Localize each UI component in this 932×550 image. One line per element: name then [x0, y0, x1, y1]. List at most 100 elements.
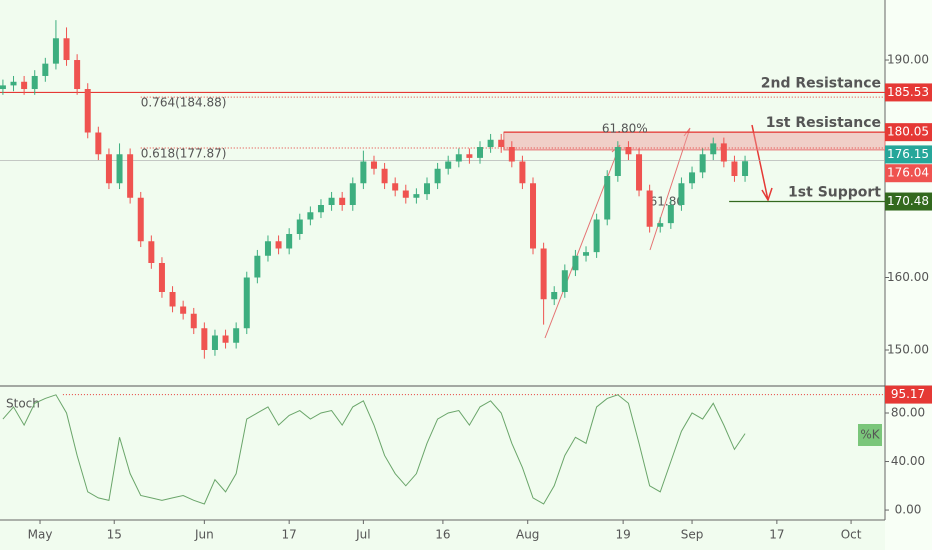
candle-body — [286, 234, 293, 249]
candle-body — [667, 205, 674, 224]
candle-body — [720, 143, 727, 162]
y-tick-label: 160.00 — [887, 270, 929, 284]
candle-body — [381, 168, 388, 184]
candle-body — [646, 190, 653, 227]
annotation: 61.80 — [650, 195, 684, 209]
candle-body — [731, 161, 738, 177]
stoch-level-tag — [885, 385, 932, 404]
candle-body — [233, 328, 240, 343]
candle-body — [211, 335, 218, 350]
candle-body — [498, 139, 505, 148]
candle-body — [678, 183, 685, 206]
x-tick-label: 17 — [769, 528, 784, 542]
candle-body — [710, 143, 717, 155]
candle-body — [604, 176, 611, 220]
candle-body — [116, 154, 123, 184]
x-tick-label: Oct — [841, 528, 862, 542]
x-tick-label: 17 — [282, 528, 297, 542]
fib-label: 0.618(177.87) — [141, 146, 227, 160]
x-tick-label: Jun — [194, 528, 214, 542]
x-tick-label: 16 — [435, 528, 450, 542]
candle-body — [275, 241, 282, 249]
stoch-y-tick-label: 80.00 — [891, 405, 925, 419]
candle-body — [180, 306, 187, 314]
candle-body — [42, 63, 49, 76]
candle-body — [487, 139, 494, 148]
candle-body — [95, 132, 102, 155]
candle-body — [477, 147, 484, 158]
level-tag — [885, 192, 932, 211]
level-label: 1st Support — [788, 185, 881, 201]
x-tick-label: Jul — [355, 528, 370, 542]
candle-body — [519, 161, 526, 184]
candle-body — [434, 168, 441, 184]
stoch-level-tag-label: 95.17 — [891, 387, 925, 401]
candle-body — [636, 154, 643, 191]
stoch-line — [2, 394, 746, 505]
resistance-zone — [503, 131, 886, 151]
level-tag — [885, 83, 932, 102]
candle-body — [445, 161, 452, 169]
candle-body — [74, 60, 81, 90]
pattern-lines — [544, 124, 773, 339]
price-tag — [885, 145, 932, 164]
x-tick-label: 19 — [615, 528, 630, 542]
candle-body — [148, 241, 155, 263]
candle-body — [63, 38, 70, 61]
candle-body — [360, 161, 367, 184]
stoch-y-tick-label: 40.00 — [891, 454, 925, 468]
candle-body — [137, 197, 144, 242]
candle-body — [466, 154, 473, 158]
candle-body — [455, 154, 462, 162]
candle-body — [561, 270, 568, 292]
candle-body — [222, 335, 229, 343]
candle-body — [10, 81, 17, 86]
stoch-title: Stoch — [6, 397, 40, 411]
x-tick-label: May — [28, 528, 53, 542]
candle-body — [264, 241, 271, 256]
candle-body — [402, 190, 409, 198]
candle-body — [572, 255, 579, 271]
candle-body — [127, 154, 134, 198]
candle-body — [307, 212, 314, 220]
candle-body — [339, 197, 346, 206]
candle-body — [614, 147, 621, 177]
candle-body — [551, 291, 558, 300]
stoch-legend-box — [858, 424, 882, 446]
pattern-arrow — [649, 127, 691, 251]
candle-body — [105, 154, 112, 184]
pattern-arrow — [544, 144, 621, 339]
stoch-legend: %K — [860, 428, 880, 442]
candle-body — [583, 252, 590, 256]
price-tag-label: 176.04 — [887, 166, 929, 180]
candle-body — [0, 85, 6, 90]
candle-body — [657, 223, 664, 227]
y-tick-label: 150.00 — [887, 342, 929, 356]
candle-body — [21, 81, 28, 90]
candle-body — [530, 183, 537, 249]
candle-body — [296, 219, 303, 235]
candle-body — [254, 255, 261, 278]
candle-body — [593, 219, 600, 253]
candle-body — [413, 194, 420, 198]
candle-body — [158, 262, 165, 292]
candle-body — [699, 154, 706, 173]
level-tag-label: 185.53 — [887, 85, 929, 99]
price-tag — [885, 164, 932, 183]
stoch-y-tick-label: 0.00 — [895, 503, 922, 517]
candle-body — [52, 38, 59, 64]
candle-body — [84, 89, 91, 133]
candle-body — [392, 183, 399, 191]
fib-label: 0.764(184.88) — [141, 96, 227, 110]
candle-body — [540, 248, 547, 300]
candle-body — [625, 147, 632, 155]
x-tick-label: Sep — [681, 528, 704, 542]
candle-body — [169, 291, 176, 307]
candle-body — [508, 147, 515, 162]
price-tag-label: 176.15 — [887, 147, 929, 161]
forecast-arrow — [751, 124, 769, 201]
y-tick-label: 190.00 — [887, 53, 929, 67]
candle-body — [317, 205, 324, 213]
